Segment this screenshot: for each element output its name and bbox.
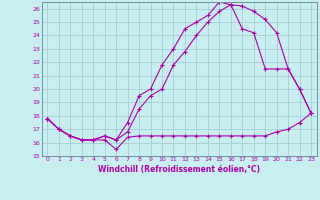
X-axis label: Windchill (Refroidissement éolien,°C): Windchill (Refroidissement éolien,°C)	[98, 165, 260, 174]
